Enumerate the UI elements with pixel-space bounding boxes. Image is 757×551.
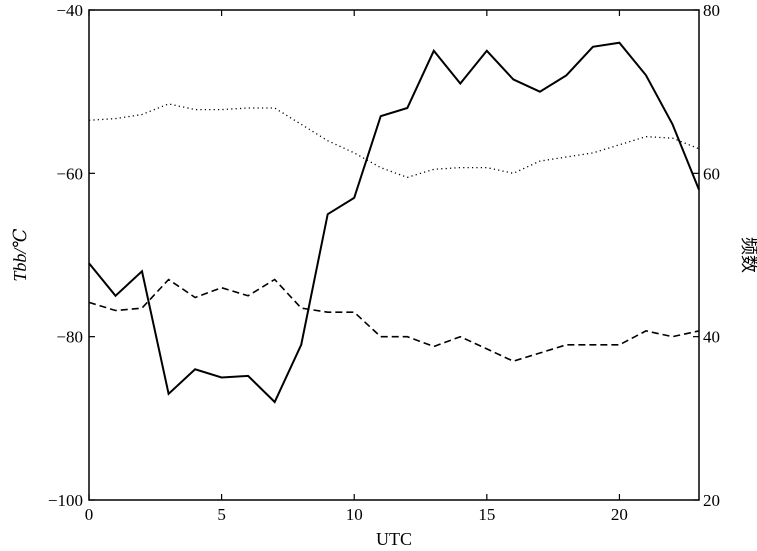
x-tick-label: 20: [611, 505, 628, 524]
y-tick-label-right: 80: [703, 1, 720, 20]
y-tick-label-right: 40: [703, 328, 720, 347]
x-tick-label: 0: [85, 505, 94, 524]
ticks-layer: 0 5 10 15 20 −100 −80 −60 −40 20 40 60 80: [48, 1, 720, 524]
y-axis-title-left: Tbb/℃: [10, 228, 30, 281]
x-tick-label: 15: [478, 505, 495, 524]
y-tick-label-left: −80: [56, 328, 83, 347]
y-tick-label-right: 20: [703, 491, 720, 510]
x-tick-label: 5: [217, 505, 226, 524]
plot-frame: [88, 9, 700, 501]
y-tick-label-left: −40: [56, 1, 83, 20]
series-line-dashed: [88, 278, 700, 363]
series-line-dotted: [88, 103, 700, 179]
y-tick-label-left: −60: [56, 164, 83, 183]
y-tick-label-right: 60: [703, 164, 720, 183]
y-tick-label-left: −100: [48, 491, 83, 510]
x-tick-label: 10: [346, 505, 363, 524]
series-layer: [88, 41, 700, 404]
x-axis-title: UTC: [376, 529, 412, 549]
y-axis-title-right: 频数: [739, 237, 757, 273]
series-line-solid: [88, 41, 700, 404]
